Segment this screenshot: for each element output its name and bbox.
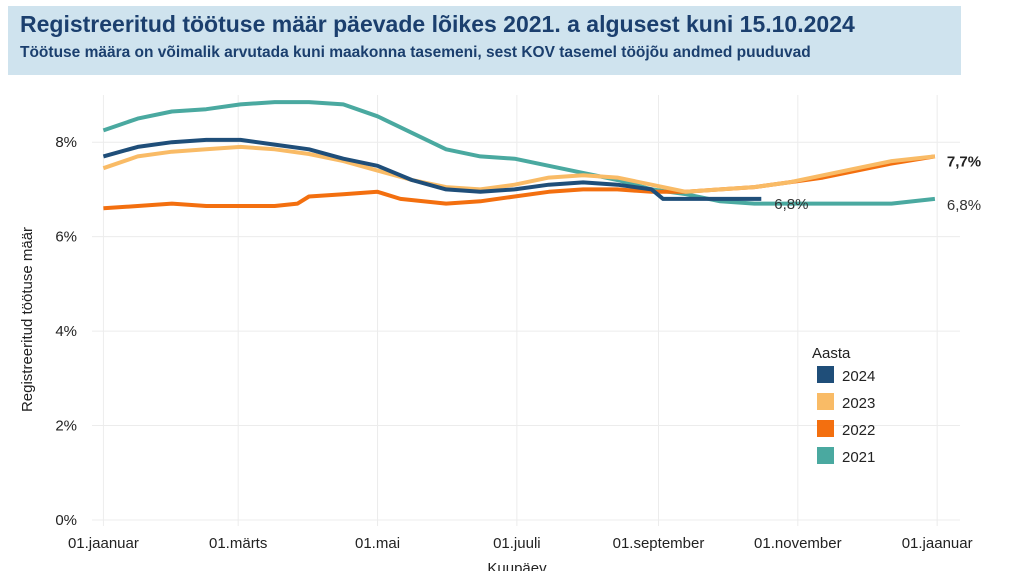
end-label-2023: 7,7% xyxy=(947,153,981,170)
series-line-2023 xyxy=(102,144,936,194)
series-lines xyxy=(102,100,936,211)
x-tick-label: 01.mai xyxy=(355,535,400,552)
series-line-2021 xyxy=(102,100,936,206)
title-band: Registreeritud töötuse määr päevade lõik… xyxy=(8,6,961,75)
legend-swatch-2024 xyxy=(817,366,834,383)
y-tick-labels: 0% 2% 4% 6% 8% xyxy=(55,134,77,529)
end-label-2024: 6,8% xyxy=(774,196,808,213)
y-tick-label: 8% xyxy=(55,134,77,151)
end-label-2021: 6,8% xyxy=(947,197,981,214)
y-tick-label: 0% xyxy=(55,512,77,529)
legend-swatch-2022 xyxy=(817,420,834,437)
legend-title: Aasta xyxy=(812,345,851,362)
legend: Aasta 2024 2023 2022 2021 xyxy=(812,345,875,466)
x-tick-label: 01.september xyxy=(613,535,705,552)
y-tick-label: 4% xyxy=(55,323,77,340)
y-axis-label: Registreeritud töötuse määr xyxy=(19,227,36,412)
legend-label-2021: 2021 xyxy=(842,449,875,466)
series-line-2024 xyxy=(102,137,762,201)
legend-label-2022: 2022 xyxy=(842,422,875,439)
y-tick-label: 2% xyxy=(55,418,77,435)
chart-title: Registreeritud töötuse määr päevade lõik… xyxy=(20,11,855,37)
x-tick-labels: 01.jaanuar 01.märts 01.mai 01.juuli 01.septe… xyxy=(68,535,973,552)
x-tick-label: 01.jaanuar xyxy=(68,535,139,552)
y-tick-label: 6% xyxy=(55,229,77,246)
x-axis-label: Kuupäev xyxy=(487,560,547,571)
x-tick-label: 01.november xyxy=(754,535,842,552)
legend-label-2024: 2024 xyxy=(842,368,875,385)
chart-subtitle: Töötuse määra on võimalik arvutada kuni … xyxy=(20,44,811,61)
x-tick-label: 01.juuli xyxy=(493,535,541,552)
legend-swatch-2021 xyxy=(817,447,834,464)
end-labels: 6,8% 7,7% 6,8% xyxy=(774,153,981,214)
legend-label-2023: 2023 xyxy=(842,395,875,412)
legend-swatch-2023 xyxy=(817,393,834,410)
x-tick-label: 01.jaanuar xyxy=(902,535,973,552)
x-tick-label: 01.märts xyxy=(209,535,267,552)
